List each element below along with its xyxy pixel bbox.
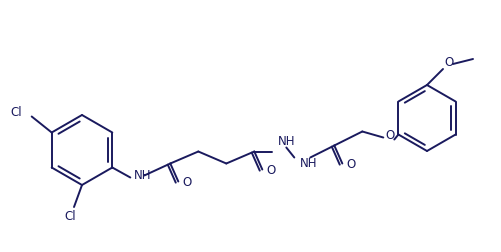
Text: O: O (386, 129, 395, 142)
Text: O: O (444, 56, 453, 70)
Text: Cl: Cl (10, 106, 22, 119)
Text: Cl: Cl (64, 210, 76, 224)
Text: NH: NH (300, 157, 318, 170)
Text: NH: NH (134, 169, 152, 182)
Text: NH: NH (279, 135, 296, 148)
Text: O: O (347, 158, 356, 171)
Text: O: O (183, 176, 192, 189)
Text: O: O (267, 164, 276, 177)
